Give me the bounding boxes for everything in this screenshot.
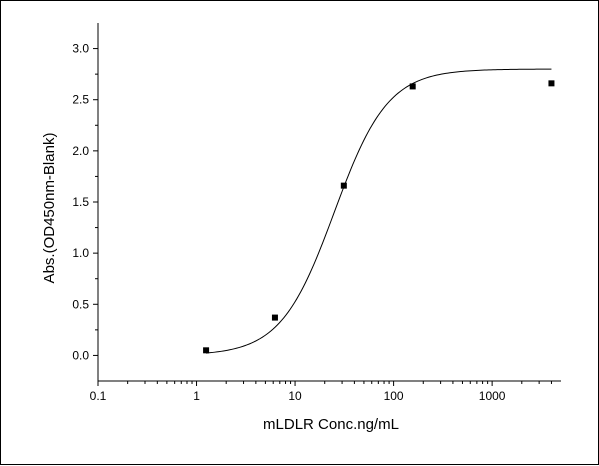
y-axis-title: Abs.(OD450nm-Blank) [41,133,58,284]
axes [97,23,561,382]
y-tick-label: 1.5 [72,195,89,209]
y-tick-label: 1.0 [72,246,89,260]
data-point [271,314,278,321]
data-point [548,80,555,87]
data-point [203,347,210,354]
ticks: 0.1 1 10 100 1000 0.0 0.5 1.0 1.5 2.0 2.5 3.0 [72,42,552,403]
y-tick-label: 3.0 [72,42,89,56]
x-tick-label: 1000 [479,389,506,403]
data-point [340,182,347,189]
fit-curve [206,68,552,354]
x-axis-title: mLDLR Conc.ng/mL [263,416,399,433]
x-tick-label: 10 [288,389,302,403]
x-tick-label: 100 [384,389,404,403]
y-tick-label: 2.5 [72,93,89,107]
x-tick-label: 1 [193,389,200,403]
y-tick-label: 2.0 [72,144,89,158]
data-points [203,80,555,354]
y-tick-label: 0.5 [72,297,89,311]
fit-curve-group [206,68,552,354]
y-tick-label: 0.0 [72,348,89,362]
data-point [409,83,416,90]
x-tick-label: 0.1 [90,389,107,403]
